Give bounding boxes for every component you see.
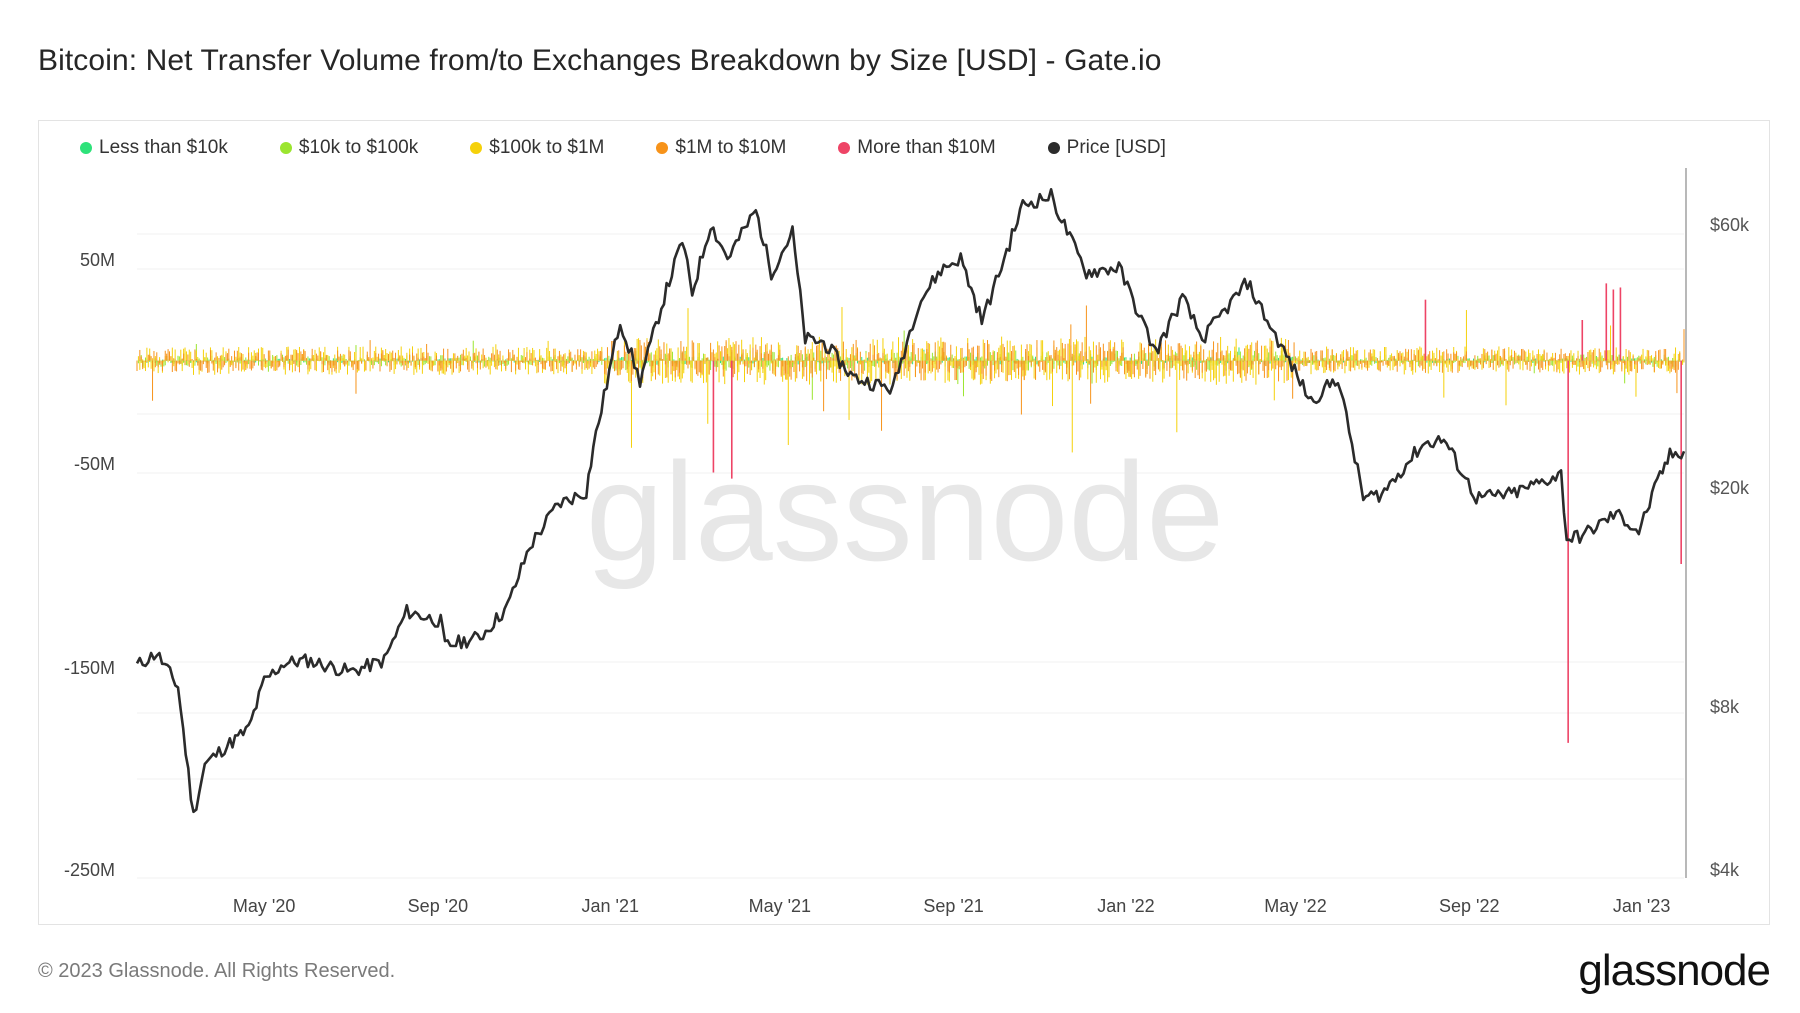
y-left-tick-label: -250M <box>64 860 115 880</box>
copyright: © 2023 Glassnode. All Rights Reserved. <box>38 960 396 982</box>
chart-legend: Less than $10k $10k to $100k $100k to $1… <box>80 137 1218 159</box>
y-right-tick-label: $8k <box>1710 697 1740 717</box>
x-tick-label: Sep '20 <box>408 896 469 916</box>
legend-item-1m-to-10m[interactable]: $1M to $10M <box>656 137 786 159</box>
y-right-tick-label: $20k <box>1710 478 1750 498</box>
legend-dot-less-than-10k <box>80 142 92 154</box>
legend-item-price[interactable]: Price [USD] <box>1047 137 1166 159</box>
chart-frame <box>38 120 1770 925</box>
watermark: glassnode <box>586 433 1224 590</box>
legend-item-more-than-10m[interactable]: More than $10M <box>838 137 996 159</box>
legend-dot-price <box>1047 142 1060 154</box>
legend-label-less-than-10k: Less than $10k <box>99 137 228 158</box>
legend-label-price: Price [USD] <box>1066 137 1166 158</box>
chart-axes: 50M -50M -150M -250M $60k $20k $8k $4k May '20 Se… <box>64 168 1750 916</box>
x-tick-label: Sep '22 <box>1439 896 1500 916</box>
price-line <box>135 188 1686 814</box>
legend-label-more-than-10m: More than $10M <box>857 137 996 158</box>
y-right-tick-label: $60k <box>1710 215 1750 235</box>
chart-grid <box>137 233 1684 879</box>
legend-label-100k-to-1m: $100k to $1M <box>489 137 605 158</box>
legend-item-less-than-10k[interactable]: Less than $10k <box>80 137 228 159</box>
legend-label-10k-to-100k: $10k to $100k <box>298 137 419 158</box>
legend-dot-1m-to-10m <box>656 142 669 154</box>
x-tick-label: Jan '21 <box>582 896 639 916</box>
x-tick-label: Jan '22 <box>1097 896 1154 916</box>
legend-label-1m-to-10m: $1M to $10M <box>675 137 787 158</box>
x-tick-label: Sep '21 <box>923 896 984 916</box>
legend-item-10k-to-100k[interactable]: $10k to $100k <box>279 137 419 159</box>
chart-title: Bitcoin: Net Transfer Volume from/to Exc… <box>38 44 1162 77</box>
x-tick-label: May '21 <box>749 896 811 916</box>
y-left-tick-label: -150M <box>64 658 115 678</box>
price-series-line <box>135 188 1686 814</box>
y-left-tick-label: 50M <box>80 250 115 270</box>
y-right-tick-label: $4k <box>1710 860 1740 880</box>
x-tick-label: May '22 <box>1264 896 1326 916</box>
x-tick-label: Jan '23 <box>1613 896 1670 916</box>
x-tick-label: May '20 <box>233 896 295 916</box>
glassnode-logo: glassnode <box>1578 946 1771 995</box>
legend-dot-more-than-10m <box>838 142 851 154</box>
legend-item-100k-to-1m[interactable]: $100k to $1M <box>470 137 604 159</box>
y-left-tick-label: -50M <box>74 454 115 474</box>
legend-dot-100k-to-1m <box>470 142 483 154</box>
legend-dot-10k-to-100k <box>279 142 292 154</box>
